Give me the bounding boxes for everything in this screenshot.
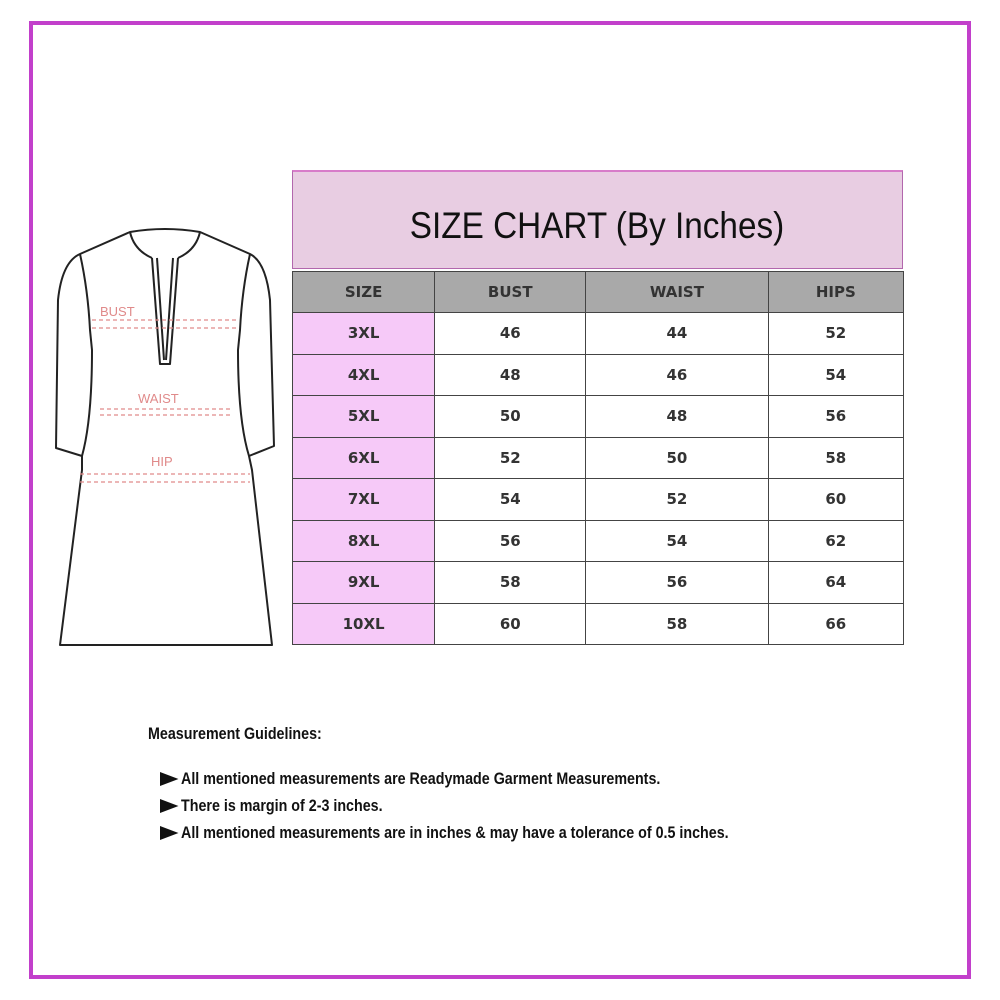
guideline-item: All mentioned measurements are in inches… [160,823,729,843]
kurta-armhole-left [79,253,93,457]
bust-line [92,319,236,329]
table-row: 5XL 50 48 56 [291,395,905,438]
table-row: 7XL 54 52 60 [291,478,905,521]
waist-line [100,408,230,416]
cell-hips: 62 [767,519,905,562]
size-table: SIZE BUST WAIST HIPS 3XL 46 44 52 4XL 48 46 54 5… [291,271,905,645]
table-row: 9XL 58 56 64 [291,561,905,604]
table-row: 8XL 56 54 62 [291,519,905,562]
measurement-guidelines: Measurement Guidelines: [148,724,355,744]
table-row: 10XL 60 58 66 [291,602,905,645]
cell-waist: 52 [585,478,769,521]
cell-size: 6XL [291,436,436,479]
triangle-right-icon [160,772,179,786]
guideline-item: There is margin of 2-3 inches. [160,796,383,816]
page-frame [29,21,971,979]
cell-hips: 66 [767,602,905,645]
bust-label: BUST [100,304,135,319]
cell-bust: 58 [434,561,587,604]
waist-label: WAIST [138,391,179,406]
kurta-diagram: BUST WAIST HIP [55,228,275,646]
table-header-row: SIZE BUST WAIST HIPS [291,271,905,313]
header-size: SIZE [291,271,436,313]
table-row: 6XL 52 50 58 [291,436,905,479]
page-title: SIZE CHART (By Inches) [410,205,785,246]
cell-waist: 56 [585,561,769,604]
title-box: SIZE CHART (By Inches) [292,170,903,269]
cell-bust: 50 [434,395,587,438]
cell-hips: 58 [767,436,905,479]
cell-bust: 52 [434,436,587,479]
table-row: 4XL 48 46 54 [291,353,905,396]
cell-size: 7XL [291,478,436,521]
cell-waist: 44 [585,312,769,355]
cell-size: 3XL [291,312,436,355]
cell-waist: 50 [585,436,769,479]
cell-size: 5XL [291,395,436,438]
header-hips: HIPS [767,271,905,313]
cell-waist: 58 [585,602,769,645]
kurta-outline [55,228,275,646]
table-row: 3XL 46 44 52 [291,312,905,355]
hip-line [80,473,250,483]
cell-hips: 56 [767,395,905,438]
guideline-text: All mentioned measurements are in inches… [181,823,729,842]
cell-bust: 54 [434,478,587,521]
triangle-right-icon [160,799,179,813]
cell-hips: 60 [767,478,905,521]
guideline-text: All mentioned measurements are Readymade… [181,769,661,788]
cell-bust: 48 [434,353,587,396]
cell-bust: 56 [434,519,587,562]
cell-waist: 46 [585,353,769,396]
guidelines-title: Measurement Guidelines: [148,724,322,743]
kurta-placket [151,257,179,365]
header-waist: WAIST [585,271,769,313]
header-bust: BUST [434,271,587,313]
cell-bust: 46 [434,312,587,355]
triangle-right-icon [160,826,179,840]
cell-size: 9XL [291,561,436,604]
kurta-neckline [129,231,201,259]
cell-waist: 48 [585,395,769,438]
cell-size: 8XL [291,519,436,562]
cell-bust: 60 [434,602,587,645]
cell-size: 10XL [291,602,436,645]
cell-hips: 52 [767,312,905,355]
cell-size: 4XL [291,353,436,396]
cell-hips: 64 [767,561,905,604]
kurta-armhole-right [237,253,251,457]
guideline-text: There is margin of 2-3 inches. [181,796,383,815]
cell-hips: 54 [767,353,905,396]
hip-label: HIP [151,454,173,469]
cell-waist: 54 [585,519,769,562]
guideline-item: All mentioned measurements are Readymade… [160,769,660,789]
